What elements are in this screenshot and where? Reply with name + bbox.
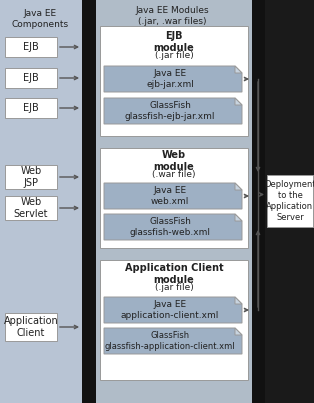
Text: Deployment
to the
Application
Server: Deployment to the Application Server <box>264 180 314 222</box>
Polygon shape <box>235 98 242 105</box>
Bar <box>5 196 57 220</box>
Text: EJB
module: EJB module <box>154 31 194 53</box>
Text: Java EE Modules
(.jar, .war files): Java EE Modules (.jar, .war files) <box>135 6 209 26</box>
Text: Java EE
web.xml: Java EE web.xml <box>151 186 189 206</box>
Text: (.war file): (.war file) <box>152 170 196 179</box>
Polygon shape <box>104 328 242 354</box>
Bar <box>96 0 252 403</box>
Text: Java EE
ejb-jar.xml: Java EE ejb-jar.xml <box>146 69 194 89</box>
Polygon shape <box>235 297 242 304</box>
Text: Web
module: Web module <box>154 150 194 172</box>
Polygon shape <box>235 66 242 73</box>
Text: GlassFish
glassfish-ejb-jar.xml: GlassFish glassfish-ejb-jar.xml <box>125 101 215 121</box>
Text: (.jar file): (.jar file) <box>154 52 193 60</box>
Text: GlassFish
glassfish-application-client.xml: GlassFish glassfish-application-client.x… <box>105 331 235 351</box>
Polygon shape <box>104 183 242 209</box>
Polygon shape <box>104 98 242 124</box>
Text: Web
Servlet: Web Servlet <box>14 197 48 219</box>
Text: EJB: EJB <box>23 73 39 83</box>
Text: Application
Client: Application Client <box>4 316 58 338</box>
Polygon shape <box>104 297 242 323</box>
Bar <box>100 260 248 380</box>
Polygon shape <box>235 328 242 335</box>
Text: EJB: EJB <box>23 103 39 113</box>
Text: EJB: EJB <box>23 42 39 52</box>
Bar <box>5 98 57 118</box>
Bar <box>5 37 57 57</box>
Text: Java EE
Components: Java EE Components <box>11 9 68 29</box>
Text: Application Client
module: Application Client module <box>125 263 223 285</box>
Bar <box>265 0 314 403</box>
Polygon shape <box>235 214 242 221</box>
Text: Web
JSP: Web JSP <box>20 166 42 188</box>
Bar <box>5 313 57 341</box>
Polygon shape <box>104 214 242 240</box>
Bar <box>5 68 57 88</box>
Text: (.jar file): (.jar file) <box>154 283 193 291</box>
Polygon shape <box>235 183 242 190</box>
Bar <box>5 165 57 189</box>
Bar <box>82 0 96 403</box>
Text: Java EE
application-client.xml: Java EE application-client.xml <box>121 300 219 320</box>
Bar <box>100 26 248 136</box>
Text: GlassFish
glassfish-web.xml: GlassFish glassfish-web.xml <box>129 217 210 237</box>
Bar <box>0 0 82 403</box>
Polygon shape <box>104 66 242 92</box>
Bar <box>267 175 313 227</box>
Bar <box>100 148 248 248</box>
Bar <box>252 0 265 403</box>
